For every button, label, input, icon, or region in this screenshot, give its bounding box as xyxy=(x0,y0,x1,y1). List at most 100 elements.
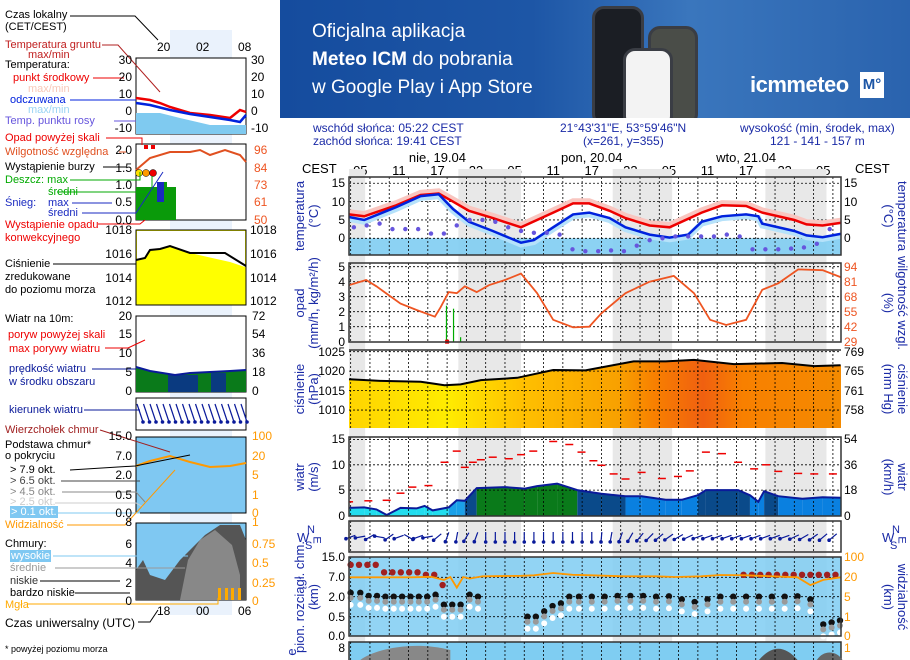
precip-tick: 4 xyxy=(338,274,345,289)
dew-point-dot xyxy=(415,226,421,232)
temperature-range-band xyxy=(348,188,842,229)
cloud-base-dot xyxy=(691,604,698,611)
wind-arrow-head xyxy=(617,539,621,544)
wind-tick: 0 xyxy=(338,508,345,523)
day-label: pon, 20.04 xyxy=(561,150,623,165)
legend-precip-tick: 1.0 xyxy=(115,178,132,192)
temperature-label: Temperatura: xyxy=(5,59,70,71)
mini-wind-arrow xyxy=(168,403,177,423)
wind-arrow-head xyxy=(421,536,425,540)
cloud-base-dot xyxy=(466,603,473,610)
wind-speed-area xyxy=(738,490,750,516)
cloud-base-dot xyxy=(532,625,539,632)
legend-cover-tick: 6 xyxy=(125,537,132,551)
mini-visibility-line xyxy=(135,454,247,469)
wind-arrow-head xyxy=(411,536,416,541)
axis-unit-right: (mm Hg) xyxy=(881,363,896,415)
wind-arrow-head xyxy=(817,538,822,543)
snow-label: Śnieg: xyxy=(5,197,37,209)
wind-speed-area xyxy=(432,507,449,516)
cloud-base-dot xyxy=(781,593,788,600)
cloud-base-dot xyxy=(541,620,548,627)
wind-arrow-head xyxy=(551,540,555,544)
humidity-tick: 55 xyxy=(844,304,858,319)
legend-humidity-tick: 50 xyxy=(254,213,268,227)
cloud-base-dot xyxy=(836,622,843,629)
mini-wind-area-dark xyxy=(211,373,226,392)
cloud-base-dot xyxy=(768,598,775,605)
cloud-base-dot xyxy=(357,594,364,601)
wind-speed-area xyxy=(822,497,841,516)
app-promo-banner[interactable]: Oficjalna aplikacja Meteo ICM do pobrani… xyxy=(280,0,910,118)
wind-speed-area xyxy=(625,496,642,516)
legend-cloud-tick: 15.0 xyxy=(108,429,132,443)
cloud-top-dot xyxy=(832,571,839,578)
very-low-clouds-label: bardzo niskie xyxy=(10,587,75,599)
wind-arrow-head xyxy=(827,538,831,543)
visibility-tick: 1 xyxy=(844,609,851,624)
legend-utc-tick: 06 xyxy=(238,604,252,618)
elevation-label: wysokość (min, środek, max) xyxy=(740,121,895,135)
cloud-base-dot xyxy=(524,618,531,625)
mini-wind-arrow xyxy=(149,403,157,423)
dew-point-dot xyxy=(737,234,742,239)
legend-temp-tick: 30 xyxy=(118,53,132,67)
wind-arrow-head xyxy=(644,538,648,543)
legend-precip-tick: 0.5 xyxy=(115,195,132,209)
cloud-base-dot xyxy=(382,593,389,600)
mini-cover-mid xyxy=(180,530,240,600)
wind-arrow-head xyxy=(634,539,639,543)
wind-arrow-head xyxy=(701,536,705,541)
wind-arrow-head xyxy=(729,536,734,541)
mini-wind-arrow-head xyxy=(238,420,243,424)
pressure-tick: 1020 xyxy=(318,364,345,379)
compass-w: W xyxy=(297,530,310,545)
humidity-tick: 68 xyxy=(844,289,858,304)
sunrise-text: wschód słońca: 05:22 CEST xyxy=(313,121,464,135)
banner-line-3: w Google Play i App Store xyxy=(312,77,533,98)
cloud-base-dot xyxy=(566,598,573,605)
mini-wind-line xyxy=(135,366,247,377)
mid-point-label: punkt środkowy xyxy=(13,72,90,84)
legend-cover-tick-right: 1 xyxy=(252,515,259,529)
wind-arrow-head xyxy=(768,536,773,541)
visibility-tick: 0 xyxy=(844,629,851,643)
mini-winddir-frame xyxy=(135,397,247,431)
okt-label: > 4.5 okt. xyxy=(10,486,56,498)
dew-point-dot xyxy=(673,234,678,239)
wind-arrow-head xyxy=(720,536,724,541)
wind-arrow-head xyxy=(462,539,466,544)
cloud-tick: 0.0 xyxy=(328,629,345,643)
legend-utc-tick: 00 xyxy=(196,604,210,618)
wind-direction-panel-frame xyxy=(348,520,842,553)
dew-point-dot xyxy=(660,236,665,241)
legend-pressure-tick: 1012 xyxy=(105,294,132,308)
wind-speed-label: prędkość wiatru xyxy=(9,363,87,375)
wind-tick: 5 xyxy=(338,483,345,498)
mini-wind-arrow xyxy=(142,403,151,423)
axis-title-right: widzialność xyxy=(895,563,910,630)
wind-speed-area xyxy=(577,490,602,516)
wind-arrow-head xyxy=(599,540,603,544)
cloud-base-dot xyxy=(466,596,473,603)
cloud-base-dot xyxy=(532,613,540,620)
okt-label: > 7.9 okt. xyxy=(10,464,56,476)
dew-point-dot xyxy=(634,243,639,248)
dew-point-dot xyxy=(403,226,408,232)
time-label-hour: 17 xyxy=(584,163,599,178)
cloud-base-dot xyxy=(374,604,381,611)
cloud-base-dot xyxy=(474,593,482,600)
cloud-cover-shape xyxy=(360,645,451,660)
cloud-base-dot xyxy=(432,591,439,598)
dew-point-dot xyxy=(544,230,549,235)
cloud-base-dot xyxy=(382,598,389,605)
wind-speed-area xyxy=(476,487,505,516)
okt-label: > 0.1 okt. xyxy=(10,506,58,518)
cloud-base-dot xyxy=(730,598,737,605)
feels-label: odczuwana xyxy=(10,94,66,106)
mini-humidity-line xyxy=(135,148,247,171)
cloud-base-dot xyxy=(449,613,456,620)
cloud-base-dot xyxy=(627,604,634,611)
cloud-base-dot xyxy=(440,606,447,613)
cloud-base-dot xyxy=(704,596,711,603)
